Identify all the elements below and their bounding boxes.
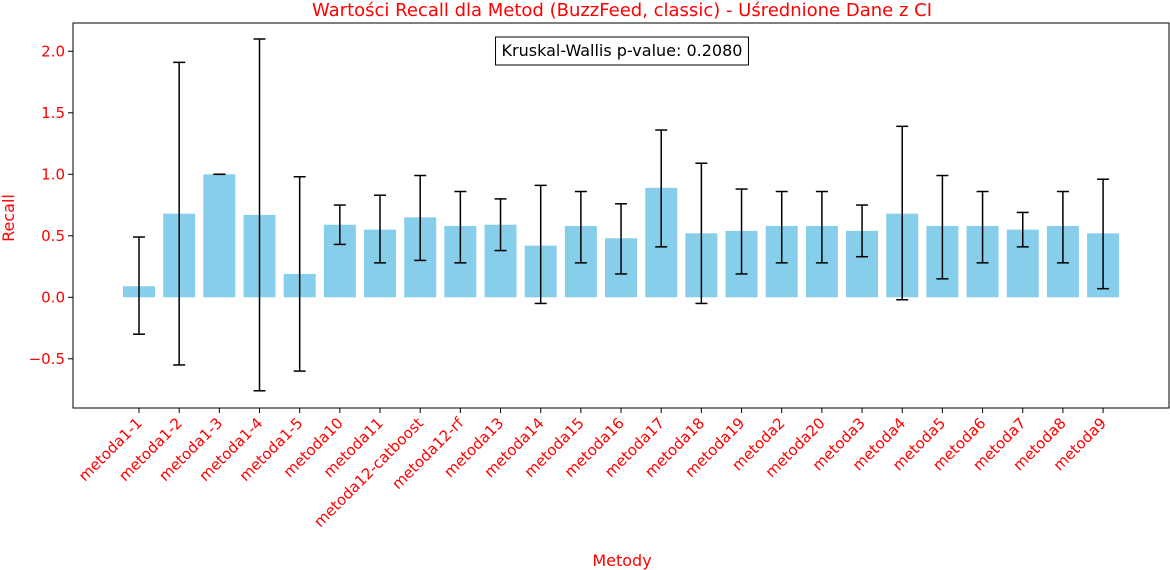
- bar-metoda1-3: [203, 174, 236, 298]
- annotation-text: Kruskal-Wallis p-value: 0.2080: [502, 41, 743, 60]
- y-axis-label: Recall: [0, 194, 18, 242]
- y-tick-label: 2.0: [41, 42, 65, 60]
- chart-title: Wartości Recall dla Metod (BuzzFeed, cla…: [312, 0, 932, 21]
- y-tick-label: 1.0: [41, 165, 65, 183]
- y-tick-label: 0.5: [41, 227, 65, 245]
- y-tick-label: −0.5: [29, 350, 65, 368]
- x-axis-label: Metody: [592, 551, 651, 570]
- annotation-box: Kruskal-Wallis p-value: 0.2080: [495, 36, 749, 66]
- y-tick-label: 0.0: [41, 288, 65, 306]
- y-tick-label: 1.5: [41, 104, 65, 122]
